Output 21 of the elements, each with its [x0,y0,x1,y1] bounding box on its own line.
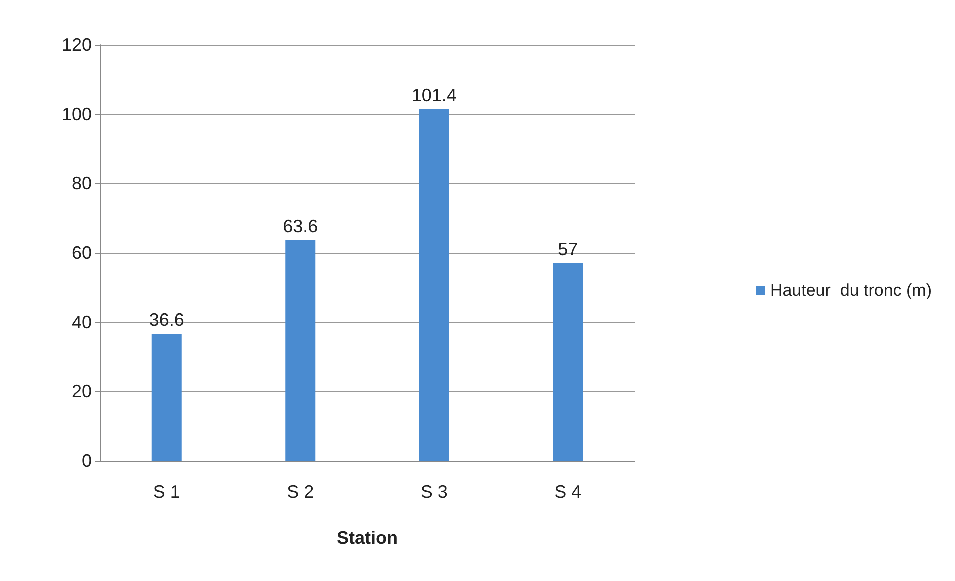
y-tick-label: 20 [72,382,92,402]
data-label: 36.6 [149,310,184,330]
y-tick-label: 40 [72,312,92,332]
x-tick-label: S 2 [287,482,314,502]
x-tick-label: S 3 [420,482,448,502]
y-tick-label: 100 [62,104,92,124]
legend-label: Hauteur du tronc (m) [770,281,932,300]
y-tick-label: 0 [82,451,92,471]
y-tick-label: 120 [62,35,92,55]
x-tick-label: S 1 [153,482,180,502]
bar [286,240,316,461]
y-tick-label: 60 [72,243,92,263]
x-axis-title: Station [337,528,398,548]
bar [152,334,182,461]
bar [419,109,450,461]
data-label: 101.4 [412,85,457,106]
y-tick-label: 80 [72,174,92,194]
data-label: 63.6 [283,216,318,237]
bar [553,263,584,461]
x-tick-label: S 4 [554,482,582,502]
data-label: 57 [558,239,578,260]
